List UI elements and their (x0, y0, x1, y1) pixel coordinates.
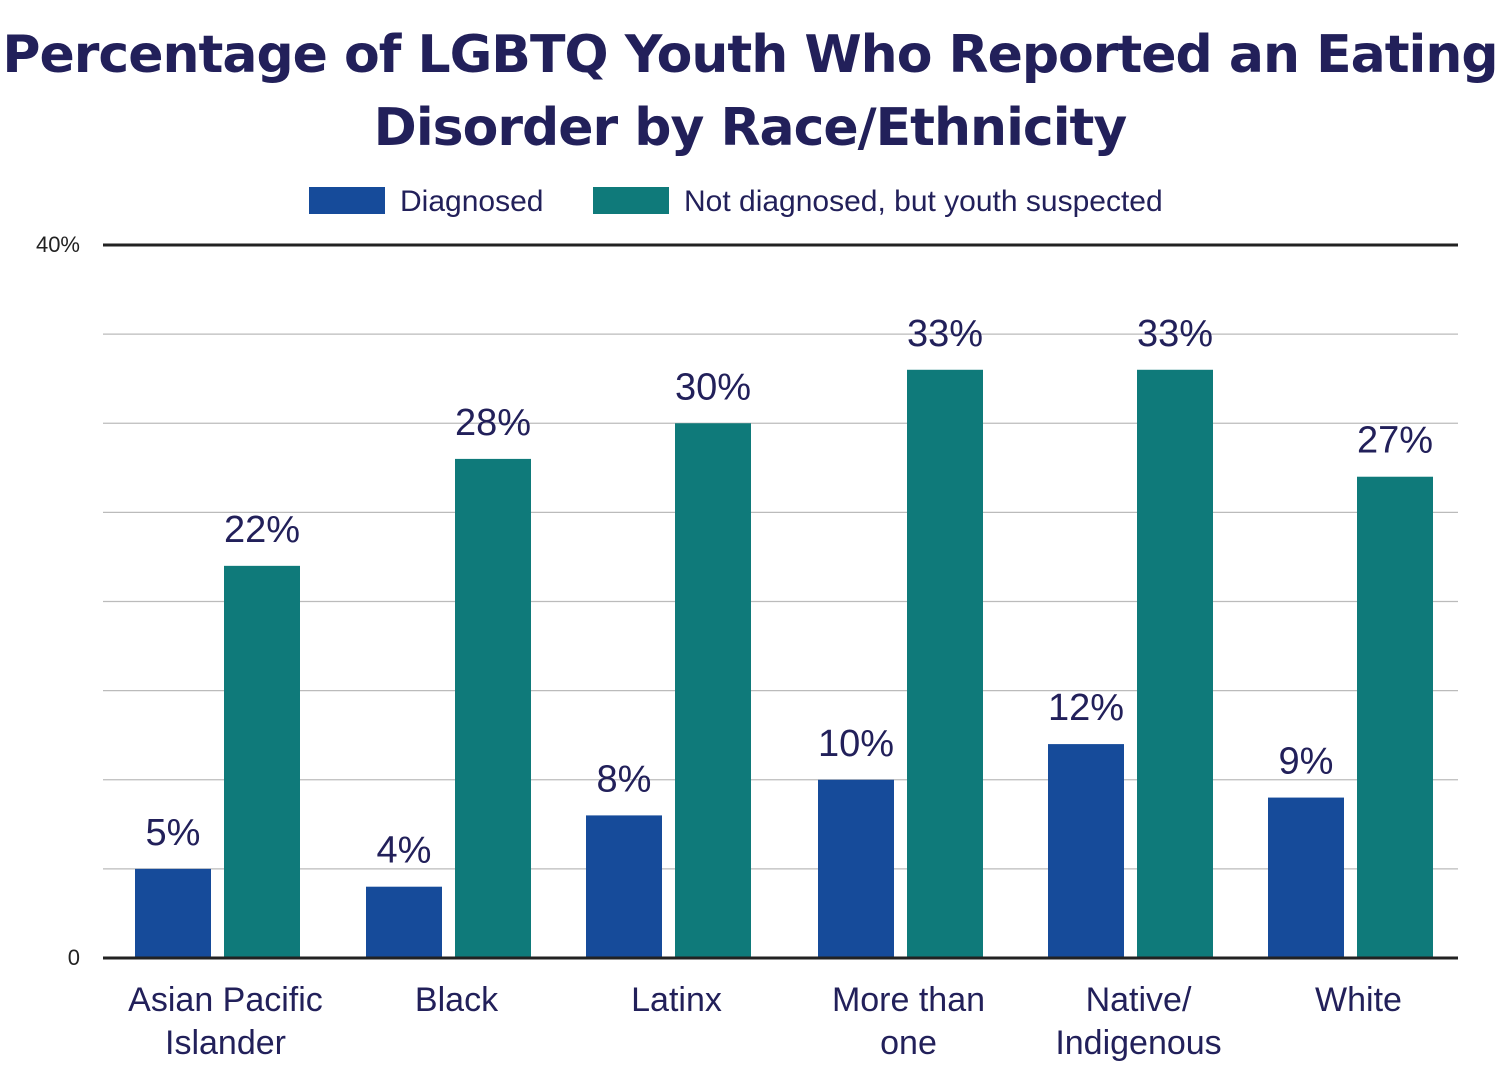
data-label: 12% (1048, 687, 1124, 729)
bar (675, 423, 751, 958)
data-label: 5% (146, 812, 201, 854)
bar (1268, 797, 1344, 958)
bar (1048, 744, 1124, 958)
data-label: 9% (1279, 741, 1334, 783)
bar (1357, 476, 1433, 958)
data-label: 10% (818, 723, 894, 765)
data-label: 22% (224, 509, 300, 551)
data-label: 33% (1137, 313, 1213, 355)
legend-label: Not diagnosed, but youth suspected (684, 185, 1163, 218)
chart-title-line-2: Disorder by Race/Ethnicity (374, 98, 1127, 158)
bar (224, 565, 300, 958)
bar (366, 886, 442, 958)
legend-swatch (309, 187, 385, 214)
data-label: 30% (675, 366, 751, 408)
bar (818, 779, 894, 958)
category-label: Latinx (631, 981, 722, 1019)
legend-swatch (593, 187, 669, 214)
bar (907, 369, 983, 958)
data-label: 33% (907, 313, 983, 355)
value-labels: 5% 22% 4% 28% 8% 30% 10% 33% 12% 33% 9% 27% (146, 313, 1433, 872)
chart-title-line-1: Percentage of LGBTQ Youth Who Reported a… (2, 25, 1497, 85)
category-label: More than one (832, 981, 985, 1062)
axes: 0 40% (36, 232, 1458, 970)
y-tick-label: 40% (36, 232, 80, 257)
legend: Diagnosed Not diagnosed, but youth suspec… (309, 185, 1163, 218)
gridlines (103, 333, 1458, 870)
category-label: White (1315, 981, 1402, 1019)
y-tick-label: 0 (68, 945, 80, 970)
legend-label: Diagnosed (400, 185, 543, 218)
data-label: 8% (597, 758, 652, 800)
chart-title: Percentage of LGBTQ Youth Who Reported a… (2, 25, 1498, 158)
bar (455, 458, 531, 958)
bar (135, 868, 211, 958)
bar (1137, 369, 1213, 958)
category-label: Black (415, 981, 499, 1019)
category-label: Asian Pacific Islander (128, 981, 323, 1062)
bar (586, 815, 662, 958)
category-labels: Asian Pacific Islander Black Latinx More tha… (128, 981, 1402, 1062)
data-label: 27% (1357, 420, 1433, 462)
data-label: 4% (377, 830, 432, 872)
data-label: 28% (455, 402, 531, 444)
category-label: Native/Indigenous (1055, 981, 1221, 1062)
bars (135, 369, 1433, 958)
